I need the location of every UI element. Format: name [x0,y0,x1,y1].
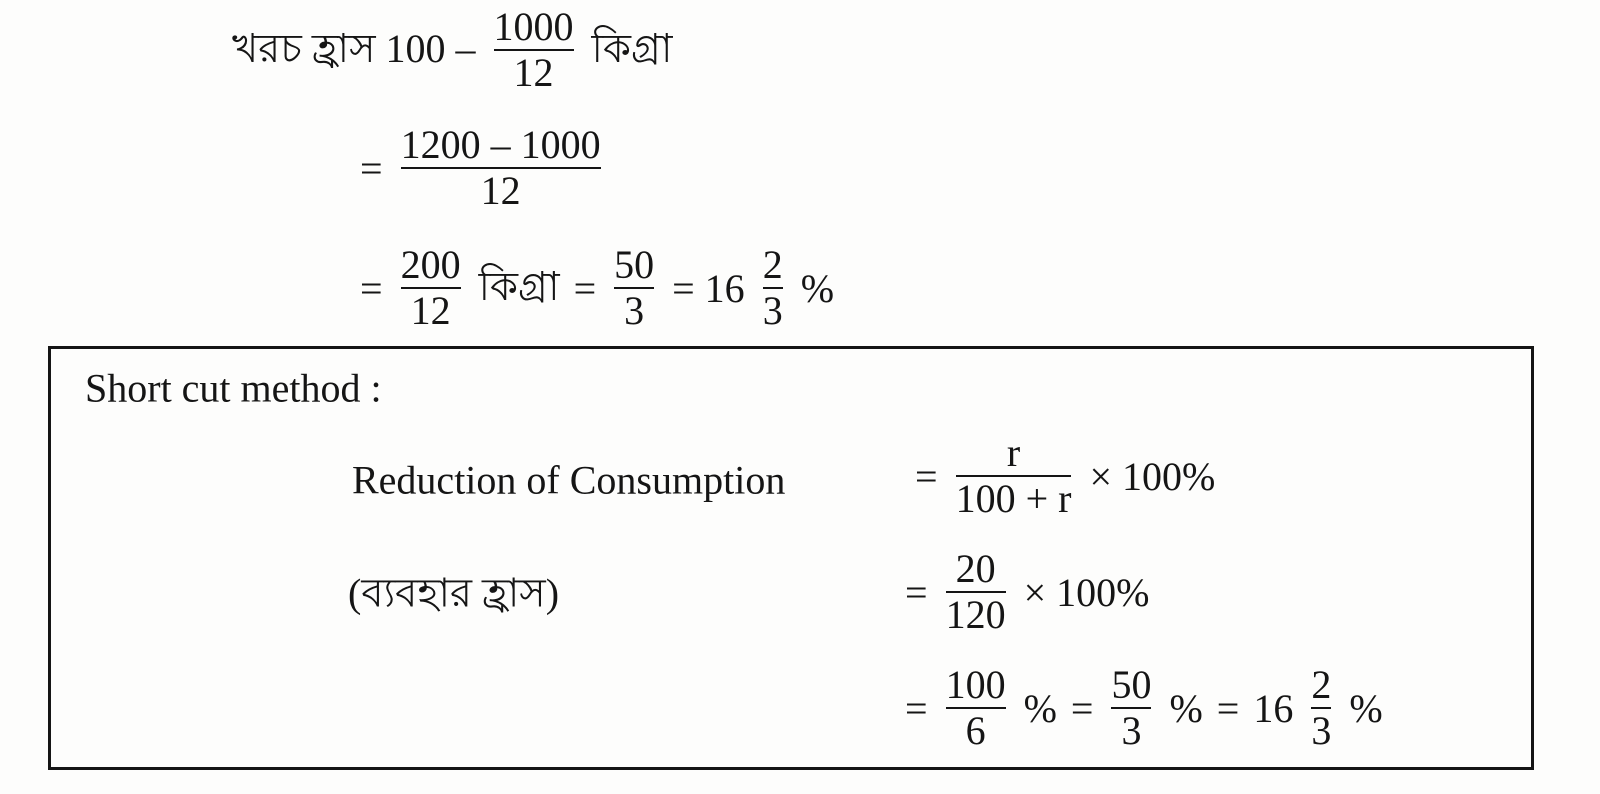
numerator: 100 [945,662,1006,707]
numerator: 1000 [493,4,574,49]
derivation-line: = 200 12 কিগ্রা = 50 3 = 16 2 3% [360,243,834,333]
denominator: 100 + r [955,476,1072,521]
fraction-bar [762,287,783,289]
fraction-bar [945,591,1006,593]
denominator: 12 [410,288,451,333]
denominator: 3 [762,288,783,333]
shortcut-box [48,346,1534,770]
shortcut-heading: Short cut method : [85,365,382,411]
fraction-bar [614,287,655,289]
math-text: = [573,265,597,311]
math-text: = 16 [672,265,745,311]
numerator: 2 [762,242,783,287]
math-text: = [1216,685,1240,731]
fraction-bar [493,49,574,51]
numerator: 2 [1311,662,1332,707]
math-text: = [360,265,383,311]
denominator: 6 [965,708,986,753]
denominator: 3 [624,288,645,333]
math-text: = [905,685,928,731]
math-text: খরচ হ্রাস 100 – [232,25,476,71]
fraction-bar [400,167,601,169]
fraction: 200 12 [397,243,465,333]
derivation-line: = 1200 – 1000 12 [360,123,605,213]
math-text: × 100% [1089,453,1216,499]
fraction-bar [945,707,1006,709]
math-text: কিগ্রা [591,25,673,71]
denominator: 120 [945,592,1006,637]
numerator: 1200 – 1000 [400,122,601,167]
fraction: 20 120 [942,547,1010,637]
numerator: 50 [614,242,655,287]
row-expression: = r 100 + r × 100% [915,431,1215,521]
numerator: r [1006,430,1021,475]
fraction: 1000 12 [490,5,578,95]
fraction: 100 6 [942,663,1010,753]
math-text: কিগ্রা [478,263,560,309]
math-text: 16 [1253,685,1294,731]
fraction-bar [1111,707,1152,709]
denominator: 3 [1121,708,1142,753]
row-expression: = 100 6% = 50 3% = 16 2 3% [905,663,1383,753]
math-text: % [1349,685,1383,731]
denominator: 3 [1311,708,1332,753]
math-text: × 100% [1023,569,1150,615]
row-label: Reduction of Consumption [352,457,786,503]
denominator: 12 [480,168,521,213]
fraction-bar [1311,707,1332,709]
row-expression: = 20 120 × 100% [905,547,1149,637]
math-text: % [800,265,835,311]
numerator: 200 [400,242,461,287]
fraction: 50 3 [1107,663,1155,753]
numerator: 50 [1111,662,1152,707]
fraction-bar [955,475,1072,477]
numerator: 20 [955,546,996,591]
math-text: = [905,569,928,615]
math-text: = [1070,685,1094,731]
fraction: 1200 – 1000 12 [397,123,605,213]
fraction: 50 3 [610,243,658,333]
math-text: % [1169,685,1203,731]
fraction: r 100 + r [952,431,1076,521]
math-text: % [1023,685,1057,731]
fraction-bar [400,287,461,289]
derivation-line: খরচ হ্রাস 100 – 1000 12 কিগ্রা [232,5,673,95]
denominator: 12 [513,50,554,95]
math-text: = [360,145,383,191]
math-text: = [915,453,938,499]
row-label: (ব্যবহার হ্রাস) [348,570,560,616]
